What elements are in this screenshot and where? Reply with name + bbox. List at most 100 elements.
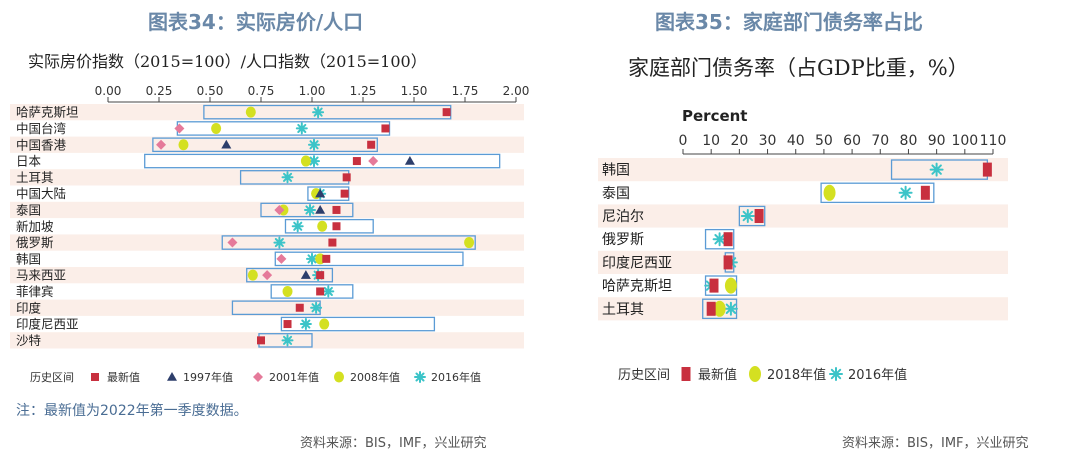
right-legend-2016-mark <box>829 367 843 381</box>
right-latest-point <box>920 185 930 200</box>
right-row-stripe <box>598 158 1008 182</box>
left-category-label: 韩国 <box>16 251 41 266</box>
left-latest-point <box>367 140 376 149</box>
left-x-tick-label: 0.00 <box>95 84 122 98</box>
left-2001-point <box>227 237 238 248</box>
left-2016-point <box>308 155 320 168</box>
left-category-label: 菲律宾 <box>16 284 54 299</box>
right-x-axis-label: Percent <box>682 107 747 125</box>
left-2001-point <box>156 139 167 150</box>
left-2016-point <box>299 318 312 330</box>
left-2001-point <box>174 123 185 134</box>
left-2001-point <box>368 156 379 167</box>
left-2016-point <box>295 122 308 135</box>
left-1997-point <box>300 270 311 279</box>
left-history-range-bar <box>307 186 350 201</box>
left-latest-point <box>328 238 337 247</box>
left-1997-point <box>315 204 326 214</box>
left-legend-latest-mark <box>91 373 99 381</box>
right-legend-2018-label: 2018年值 <box>767 367 826 383</box>
right-legend-2016-label: 2016年值 <box>848 367 907 383</box>
right-x-tick-label: 110 <box>980 133 1007 149</box>
left-latest-point <box>322 254 331 263</box>
left-category-label: 中国台湾 <box>16 121 66 136</box>
right-category-label: 哈萨克斯坦 <box>602 279 672 295</box>
right-latest-point <box>754 209 764 223</box>
left-2016-point <box>322 285 335 298</box>
right-row-stripe <box>598 297 1008 321</box>
left-2008-point <box>319 318 330 330</box>
left-latest-point <box>352 157 361 166</box>
left-row-stripe <box>10 299 524 316</box>
right-category-label: 印度尼西亚 <box>602 255 672 271</box>
left-legend-1997-mark <box>167 372 177 381</box>
right-category-label: 俄罗斯 <box>602 232 644 248</box>
left-1997-point <box>404 156 415 165</box>
left-history-range-bar <box>280 316 436 332</box>
left-x-tick-label: 0.75 <box>248 84 275 98</box>
left-2016-point <box>291 220 304 233</box>
left-category-label: 印度尼西亚 <box>16 317 79 332</box>
left-legend-2001-label: 2001年值 <box>269 370 319 384</box>
left-history-range-bar <box>246 267 334 283</box>
right-latest-point <box>709 278 719 293</box>
left-2016-point <box>310 301 323 314</box>
left-row-stripe <box>10 136 524 153</box>
left-row-stripe <box>10 201 524 219</box>
left-latest-point <box>342 173 351 182</box>
left-category-label: 新加坡 <box>16 219 54 234</box>
left-latest-point <box>340 189 349 198</box>
left-chart-title: 图表34：实际房价/人口 <box>148 10 364 34</box>
right-x-tick-label: 100 <box>951 133 978 149</box>
left-legend-2008-mark <box>334 371 344 383</box>
right-x-tick-label: 50 <box>815 133 833 149</box>
left-x-tick-label: 1.75 <box>452 84 479 98</box>
left-2001-point <box>274 204 285 215</box>
left-legend-1997-label: 1997年值 <box>183 370 233 384</box>
left-legend-range-label: 历史区间 <box>30 371 74 384</box>
right-x-tick-label: 60 <box>843 133 861 149</box>
right-2016-point <box>723 301 738 316</box>
left-2008-point <box>317 220 328 232</box>
right-2016-point <box>712 232 727 247</box>
left-latest-point <box>332 205 341 214</box>
left-2016-point <box>273 236 286 249</box>
left-category-label: 中国大陆 <box>16 186 66 201</box>
left-1997-point <box>315 188 326 198</box>
left-latest-point <box>316 287 325 296</box>
left-category-label: 泰国 <box>16 202 41 217</box>
right-x-tick-label: 10 <box>702 133 720 149</box>
left-2008-point <box>245 106 256 118</box>
left-2016-point <box>308 138 320 151</box>
left-x-tick-label: 2.00 <box>503 84 530 98</box>
right-2016-point <box>898 185 913 200</box>
right-latest-point <box>723 232 733 247</box>
right-row-stripe <box>598 250 1008 274</box>
left-legend-latest-label: 最新值 <box>107 370 140 384</box>
right-legend-latest-label: 最新值 <box>698 367 737 383</box>
left-2008-point <box>178 139 189 151</box>
left-history-range-bar <box>270 284 354 299</box>
right-latest-point <box>706 301 716 316</box>
left-row-stripe <box>10 234 524 251</box>
right-row-stripe <box>598 204 1008 228</box>
left-x-tick-label: 1.00 <box>299 84 326 98</box>
left-x-tick-label: 1.50 <box>401 84 428 98</box>
left-row-stripe <box>10 104 524 121</box>
right-x-tick-label: 80 <box>900 133 918 149</box>
left-2016-point <box>304 204 316 216</box>
left-2016-point <box>306 252 318 265</box>
left-legend-2001-mark <box>253 372 263 382</box>
right-x-tick-label: 70 <box>871 133 889 149</box>
right-x-tick-label: 90 <box>928 133 946 149</box>
left-chart-subtitle: 实际房价指数（2015=100）/人口指数（2015=100） <box>28 52 427 71</box>
left-2016-point <box>281 171 294 184</box>
left-category-label: 印度 <box>16 300 42 315</box>
left-latest-point <box>381 124 390 133</box>
right-2018-point <box>713 300 726 317</box>
right-chart-title: 图表35：家庭部门债务率占比 <box>655 10 923 34</box>
left-category-label: 沙特 <box>16 333 41 348</box>
right-history-range-bar <box>820 182 935 204</box>
left-legend-2016-label: 2016年值 <box>431 370 481 384</box>
right-2018-point <box>823 184 836 201</box>
